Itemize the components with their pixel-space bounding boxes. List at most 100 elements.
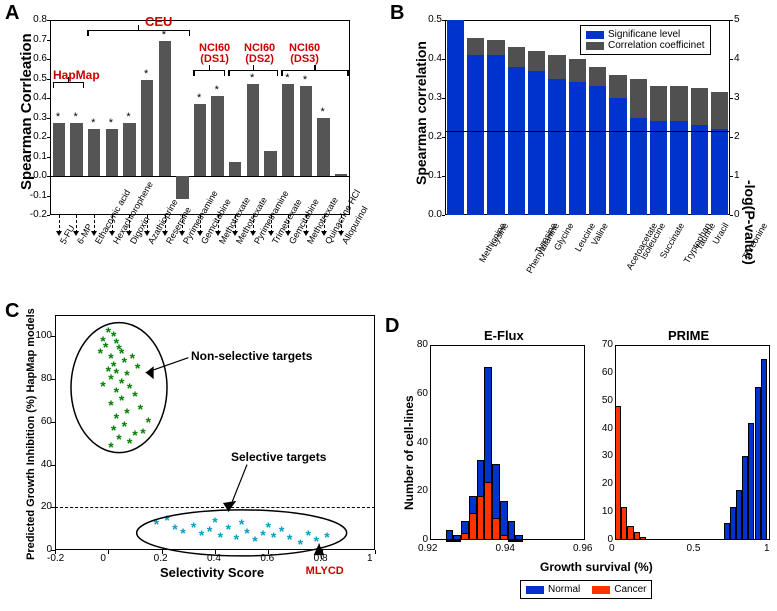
- bar-a: [123, 123, 135, 176]
- legend-text-corr: Correlation coefficinet: [608, 40, 705, 51]
- star-a: *: [321, 106, 325, 118]
- xtick-d2: 0: [609, 543, 615, 554]
- ytick-line-b1: [442, 98, 445, 99]
- ytick-line-a: [47, 79, 50, 80]
- legend-d: Normal Cancer: [520, 580, 652, 599]
- bar-a: [247, 84, 259, 176]
- group-label-hapmap: HapMap: [53, 68, 100, 82]
- xtick-d1: 0.96: [573, 543, 592, 554]
- star-a: *: [162, 29, 166, 41]
- ytick-d2: 10: [602, 506, 613, 517]
- bracket-tick-a: [53, 82, 55, 88]
- hist-bar: [477, 496, 485, 540]
- bracket-a: [87, 30, 188, 31]
- legend-b: Significane level Correlation coefficine…: [580, 25, 711, 55]
- ytick-b1: 0.4: [428, 53, 442, 64]
- ytick-line-b1: [442, 59, 445, 60]
- bracket-tick-a: [347, 70, 349, 76]
- legend-text-normal: Normal: [548, 584, 580, 595]
- bracket-mid-a: [253, 65, 255, 70]
- axis-label-d-y: Number of cell-lines: [402, 395, 416, 510]
- bracket-tick-a: [83, 82, 85, 88]
- ytick-d2: 50: [602, 395, 613, 406]
- ytick-line-a: [47, 20, 50, 21]
- xtick-d1: 0.92: [418, 543, 437, 554]
- ytick-a: 0.6: [33, 53, 47, 64]
- bracket-tick-a: [281, 70, 283, 76]
- hist-bar: [508, 521, 516, 541]
- ytick-d2: 40: [602, 423, 613, 434]
- ytick-line-b2: [730, 98, 733, 99]
- axis-label-b-y1: Spearman correlation: [413, 41, 429, 185]
- hist-bar: [515, 540, 523, 542]
- bar-b-blue: [609, 98, 626, 215]
- bar-b-blue: [650, 121, 667, 215]
- bar-a: [141, 80, 153, 176]
- legend-swatch-normal: [526, 586, 544, 594]
- xlabel-a: Azathioprine: [146, 239, 156, 246]
- ytick-d1: 20: [417, 485, 428, 496]
- ytick-a: -0.1: [30, 190, 47, 201]
- bar-a: [300, 86, 312, 176]
- ytick-a: 0.4: [33, 92, 47, 103]
- bar-a: [159, 41, 171, 176]
- bracket-tick-a: [224, 70, 226, 76]
- group-label-ds3: NCI60 (DS3): [289, 43, 320, 65]
- panel-label-a: A: [5, 2, 19, 25]
- ytick-line-c: [51, 550, 55, 551]
- ann-c2: Selective targets: [231, 450, 326, 464]
- ytick-b2: 4: [734, 53, 740, 64]
- ytick-line-b2: [730, 137, 733, 138]
- xtick-line-c: [108, 550, 109, 554]
- ytick-d2: 70: [602, 339, 613, 350]
- bracket-mid-a: [68, 77, 70, 82]
- ytick-b1: 0.1: [428, 170, 442, 181]
- star-a: *: [215, 84, 219, 96]
- ytick-line-b1: [442, 137, 445, 138]
- star-a: *: [73, 111, 77, 123]
- xlabel-a: Pyrimethamine: [181, 239, 191, 246]
- bracket-mid-a: [138, 25, 140, 30]
- bracket-a: [193, 70, 224, 71]
- xlabel-a: Allopurinol: [340, 239, 350, 246]
- hist-bar: [469, 513, 477, 540]
- ytick-b1: 0.3: [428, 92, 442, 103]
- ytick-b1: 0.2: [428, 131, 442, 142]
- bar-a: [282, 84, 294, 176]
- star-a: *: [56, 111, 60, 123]
- xtick-c: 0.2: [154, 553, 168, 564]
- ytick-a: 0.3: [33, 112, 47, 123]
- hist-bar: [453, 540, 461, 542]
- hist-bar: [446, 530, 454, 540]
- legend-text-cancer: Cancer: [614, 584, 646, 595]
- bracket-mid-a: [314, 65, 316, 70]
- bar-a: [106, 129, 118, 176]
- bar-b-blue: [569, 82, 586, 215]
- ann-c1: Non-selective targets: [191, 349, 312, 363]
- legend-swatch-gray: [586, 42, 604, 50]
- hist-bar: [484, 482, 492, 541]
- star-a: *: [91, 117, 95, 129]
- bracket-tick-a: [277, 70, 279, 76]
- bar-b-blue: [447, 20, 464, 215]
- ytick-b2: 5: [734, 14, 740, 25]
- hist-bar: [461, 533, 469, 540]
- star-a: *: [109, 117, 113, 129]
- bar-a: [317, 118, 329, 177]
- bar-b-blue: [467, 55, 484, 215]
- axis-label-c-x: Selectivity Score: [160, 565, 264, 580]
- xlabel-a: Methotrexate: [305, 239, 315, 246]
- hist-bar: [492, 518, 500, 540]
- title-d2: PRIME: [668, 328, 709, 343]
- star-a: *: [285, 72, 289, 84]
- ytick-a: 0.0: [33, 170, 47, 181]
- star-a: *: [250, 72, 254, 84]
- bracket-a: [228, 70, 276, 71]
- legend-item-sig: Significane level: [586, 29, 705, 40]
- ytick-b2: 0: [734, 209, 740, 220]
- group-label-ds1: NCI60 (DS1): [199, 43, 230, 65]
- ytick-a: 0.1: [33, 151, 47, 162]
- bar-b-blue: [670, 121, 687, 215]
- star-a: *: [303, 74, 307, 86]
- bar-a: [264, 151, 276, 176]
